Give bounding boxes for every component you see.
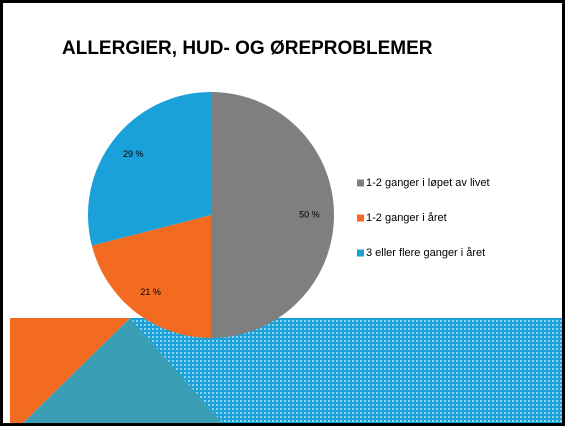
legend-swatch: [357, 250, 364, 257]
legend-swatch: [357, 215, 364, 222]
legend-swatch: [357, 180, 364, 187]
legend-label: 1-2 ganger i løpet av livet: [366, 177, 490, 189]
pie: 50 % 21 % 29 %: [88, 92, 334, 338]
data-label: 21 %: [140, 287, 161, 297]
data-label: 29 %: [123, 149, 144, 159]
slide: ALLERGIER, HUD- OG ØREPROBLEMER 50 % 21 %…: [0, 0, 565, 426]
legend-label: 1-2 ganger i året: [366, 212, 447, 224]
data-label: 50 %: [299, 209, 320, 219]
chart-title: ALLERGIER, HUD- OG ØREPROBLEMER: [62, 38, 433, 59]
legend-label: 3 eller flere ganger i året: [366, 247, 485, 259]
